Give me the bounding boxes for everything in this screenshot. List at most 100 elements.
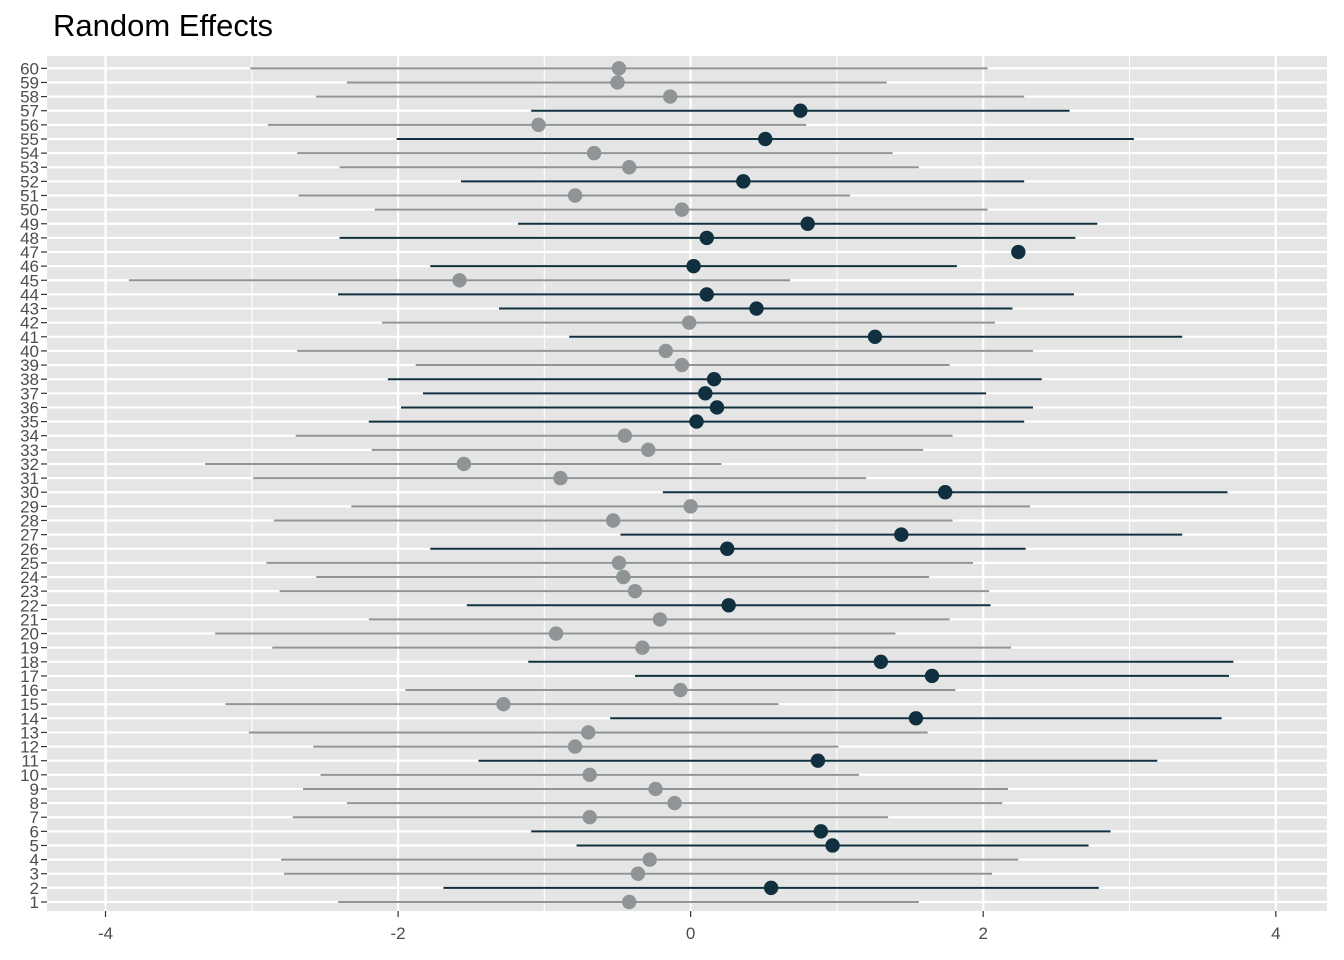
estimate-point	[736, 174, 751, 189]
y-tick-label: 34	[20, 427, 39, 446]
estimate-point	[648, 781, 663, 797]
y-tick-label: 1	[30, 893, 39, 912]
estimate-point	[496, 696, 511, 712]
y-tick-label: 48	[20, 229, 39, 248]
y-tick-label: 11	[21, 752, 39, 771]
y-tick-label: 50	[20, 201, 39, 220]
y-tick-label: 53	[20, 158, 39, 177]
y-tick-label: 21	[20, 610, 39, 629]
estimate-point	[610, 75, 625, 90]
y-tick-label: 46	[20, 257, 39, 276]
estimate-point	[567, 188, 583, 203]
y-tick-label: 3	[30, 865, 39, 884]
y-tick-label: 59	[20, 73, 39, 92]
y-tick-label: 28	[20, 511, 39, 530]
estimate-point	[709, 400, 725, 415]
y-tick-label: 24	[20, 568, 39, 587]
chart-title: Random Effects	[53, 8, 273, 43]
x-tick-label: 0	[686, 924, 695, 943]
y-tick-label: 37	[20, 384, 39, 403]
y-tick-label: 45	[20, 271, 39, 290]
estimate-point	[622, 894, 637, 910]
estimate-point	[456, 456, 472, 472]
y-tick-label: 39	[20, 356, 39, 375]
y-tick-label: 29	[20, 497, 39, 516]
y-tick-label: 51	[20, 187, 39, 206]
y-tick-label: 23	[20, 582, 39, 601]
estimate-point	[611, 555, 627, 571]
estimate-point	[452, 273, 467, 288]
y-tick-label: 14	[20, 709, 39, 728]
y-tick-label: 10	[20, 766, 39, 785]
estimate-point	[627, 583, 643, 599]
estimate-point	[699, 287, 714, 302]
estimate-point	[616, 569, 631, 585]
estimate-point	[813, 824, 829, 839]
y-tick-label: 16	[20, 681, 39, 700]
y-tick-label: 38	[20, 370, 39, 389]
estimate-point	[758, 131, 773, 147]
estimate-point	[662, 89, 678, 104]
estimate-point	[706, 371, 722, 387]
estimate-point	[617, 428, 633, 443]
y-tick-label: 56	[20, 116, 39, 135]
estimate-point	[667, 795, 682, 811]
estimate-point	[721, 598, 736, 613]
estimate-point	[674, 357, 690, 373]
estimate-point	[635, 640, 650, 655]
estimate-point	[582, 767, 597, 783]
estimate-point	[937, 485, 953, 500]
y-tick-label: 60	[20, 59, 39, 78]
estimate-point	[622, 160, 637, 175]
y-tick-label: 26	[20, 540, 39, 559]
estimate-point	[548, 626, 564, 641]
y-tick-label: 15	[20, 695, 39, 714]
y-tick-label: 8	[30, 794, 39, 813]
estimate-point	[641, 442, 656, 458]
y-tick-label: 7	[30, 808, 39, 827]
estimate-point	[581, 725, 596, 740]
y-tick-label: 17	[20, 667, 39, 686]
y-tick-label: 2	[30, 879, 39, 898]
x-tick-label: 2	[978, 924, 987, 943]
y-tick-label: 13	[20, 723, 39, 742]
estimate-point	[686, 258, 701, 274]
y-tick-label: 6	[30, 822, 39, 841]
estimate-point	[800, 216, 815, 231]
estimate-point	[683, 499, 698, 514]
estimate-point	[586, 145, 602, 161]
estimate-point	[1011, 244, 1026, 260]
y-tick-label: 41	[20, 328, 39, 347]
y-tick-label: 54	[20, 144, 39, 163]
plot-panel	[47, 56, 1327, 911]
y-tick-label: 5	[30, 836, 39, 855]
y-tick-label: 18	[20, 653, 39, 672]
x-tick-label: -4	[98, 924, 113, 943]
estimate-point	[699, 230, 714, 246]
estimate-point	[605, 513, 621, 528]
x-tick-label: 4	[1271, 924, 1280, 943]
y-tick-label: 47	[20, 243, 39, 262]
estimate-point	[689, 414, 704, 429]
y-tick-label: 42	[20, 314, 39, 333]
estimate-point	[642, 852, 657, 867]
y-tick-label: 57	[20, 102, 39, 121]
estimate-point	[681, 315, 697, 330]
y-tick-label: 20	[20, 625, 39, 644]
estimate-point	[749, 301, 764, 316]
estimate-point	[553, 470, 568, 486]
estimate-point	[793, 103, 808, 118]
estimate-point	[698, 386, 713, 401]
estimate-point	[720, 541, 735, 556]
y-tick-label: 19	[20, 639, 39, 658]
estimate-point	[658, 343, 673, 359]
estimate-point	[582, 810, 597, 825]
estimate-point	[873, 654, 889, 669]
estimate-point	[652, 612, 668, 627]
y-tick-label: 35	[20, 413, 39, 432]
axes: -4 -2 0 2 4123456789101112131415161718192021…	[20, 59, 1280, 943]
estimate-point	[894, 527, 909, 542]
y-tick-label: 32	[20, 455, 39, 474]
estimate-points	[452, 61, 1026, 910]
